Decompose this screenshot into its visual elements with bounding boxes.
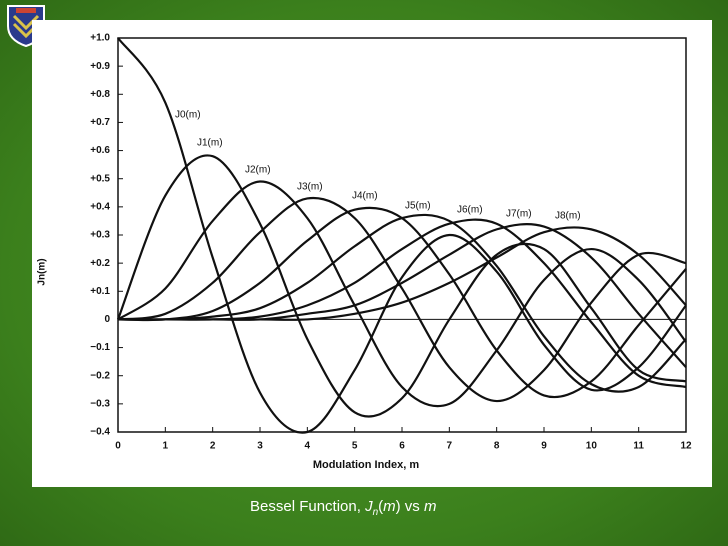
x-axis-label: Modulation Index, m bbox=[313, 459, 420, 471]
y-tick-label: 0 bbox=[104, 314, 110, 325]
y-tick-label: +0.9 bbox=[90, 61, 110, 72]
x-tick-label: 6 bbox=[399, 441, 405, 452]
series-line bbox=[117, 213, 687, 393]
caption: Bessel Function, Jn(m) vs m bbox=[250, 498, 436, 518]
series-line bbox=[116, 154, 687, 418]
x-tick-label: 10 bbox=[586, 441, 598, 452]
chart: Modulation Index, m Jn(m) +1.0 +0.9 +0.8 +0… bbox=[37, 33, 692, 471]
y-tick-label: +0.4 bbox=[90, 201, 110, 212]
y-tick-label: −0.1 bbox=[90, 342, 110, 353]
x-tick-label: 11 bbox=[633, 441, 644, 452]
series-line bbox=[118, 223, 687, 369]
x-tick-label: 5 bbox=[352, 441, 358, 452]
x-tick-label: 3 bbox=[257, 441, 263, 452]
y-tick-label: +0.7 bbox=[90, 117, 110, 128]
x-tick-label: 8 bbox=[494, 441, 500, 452]
caption-text: Bessel Function, bbox=[250, 498, 366, 515]
series-label: J7(m) bbox=[506, 209, 532, 220]
series-label: J5(m) bbox=[405, 201, 431, 212]
series-label: J8(m) bbox=[555, 211, 581, 222]
caption-text: J bbox=[365, 498, 373, 515]
series-label: J2(m) bbox=[245, 165, 271, 176]
y-tick-label: +0.1 bbox=[90, 286, 110, 297]
y-tick-label: +0.2 bbox=[90, 258, 110, 269]
series-line bbox=[118, 226, 687, 321]
caption-text: ( bbox=[378, 498, 384, 515]
x-tick-label: 4 bbox=[305, 441, 311, 452]
series-line bbox=[117, 196, 687, 403]
y-tick-label: −0.3 bbox=[90, 398, 110, 409]
y-tick-label: −0.2 bbox=[90, 370, 110, 381]
series-line bbox=[117, 206, 687, 399]
x-tick-label: 12 bbox=[680, 441, 692, 452]
x-tick-label: 0 bbox=[115, 441, 121, 452]
x-tick-label: 9 bbox=[541, 441, 547, 452]
x-tick-label: 1 bbox=[163, 441, 169, 452]
caption-text: m bbox=[383, 498, 396, 515]
caption-text: ) vs bbox=[395, 498, 424, 515]
y-tick-label: +0.8 bbox=[90, 89, 110, 100]
series-label: J0(m) bbox=[175, 110, 201, 121]
y-tick-label: −0.4 bbox=[90, 427, 110, 438]
y-tick-label: +1.0 bbox=[90, 33, 110, 44]
chart-card: Modulation Index, m Jn(m) +1.0 +0.9 +0.8 +0… bbox=[32, 20, 712, 487]
x-tick-label: 2 bbox=[210, 441, 216, 452]
x-tick-label: 7 bbox=[447, 441, 453, 452]
series-label: J1(m) bbox=[197, 138, 223, 149]
series-label: J4(m) bbox=[352, 191, 378, 202]
series-line bbox=[117, 180, 687, 408]
y-tick-label: +0.6 bbox=[90, 145, 110, 156]
caption-text: m bbox=[423, 498, 437, 515]
y-axis-label: Jn(m) bbox=[37, 258, 48, 285]
caption-text: n bbox=[372, 507, 379, 518]
y-tick-label: +0.3 bbox=[90, 230, 110, 241]
series-label: J3(m) bbox=[297, 182, 323, 193]
series-label: J6(m) bbox=[457, 205, 483, 216]
y-tick-label: +0.5 bbox=[90, 173, 110, 184]
